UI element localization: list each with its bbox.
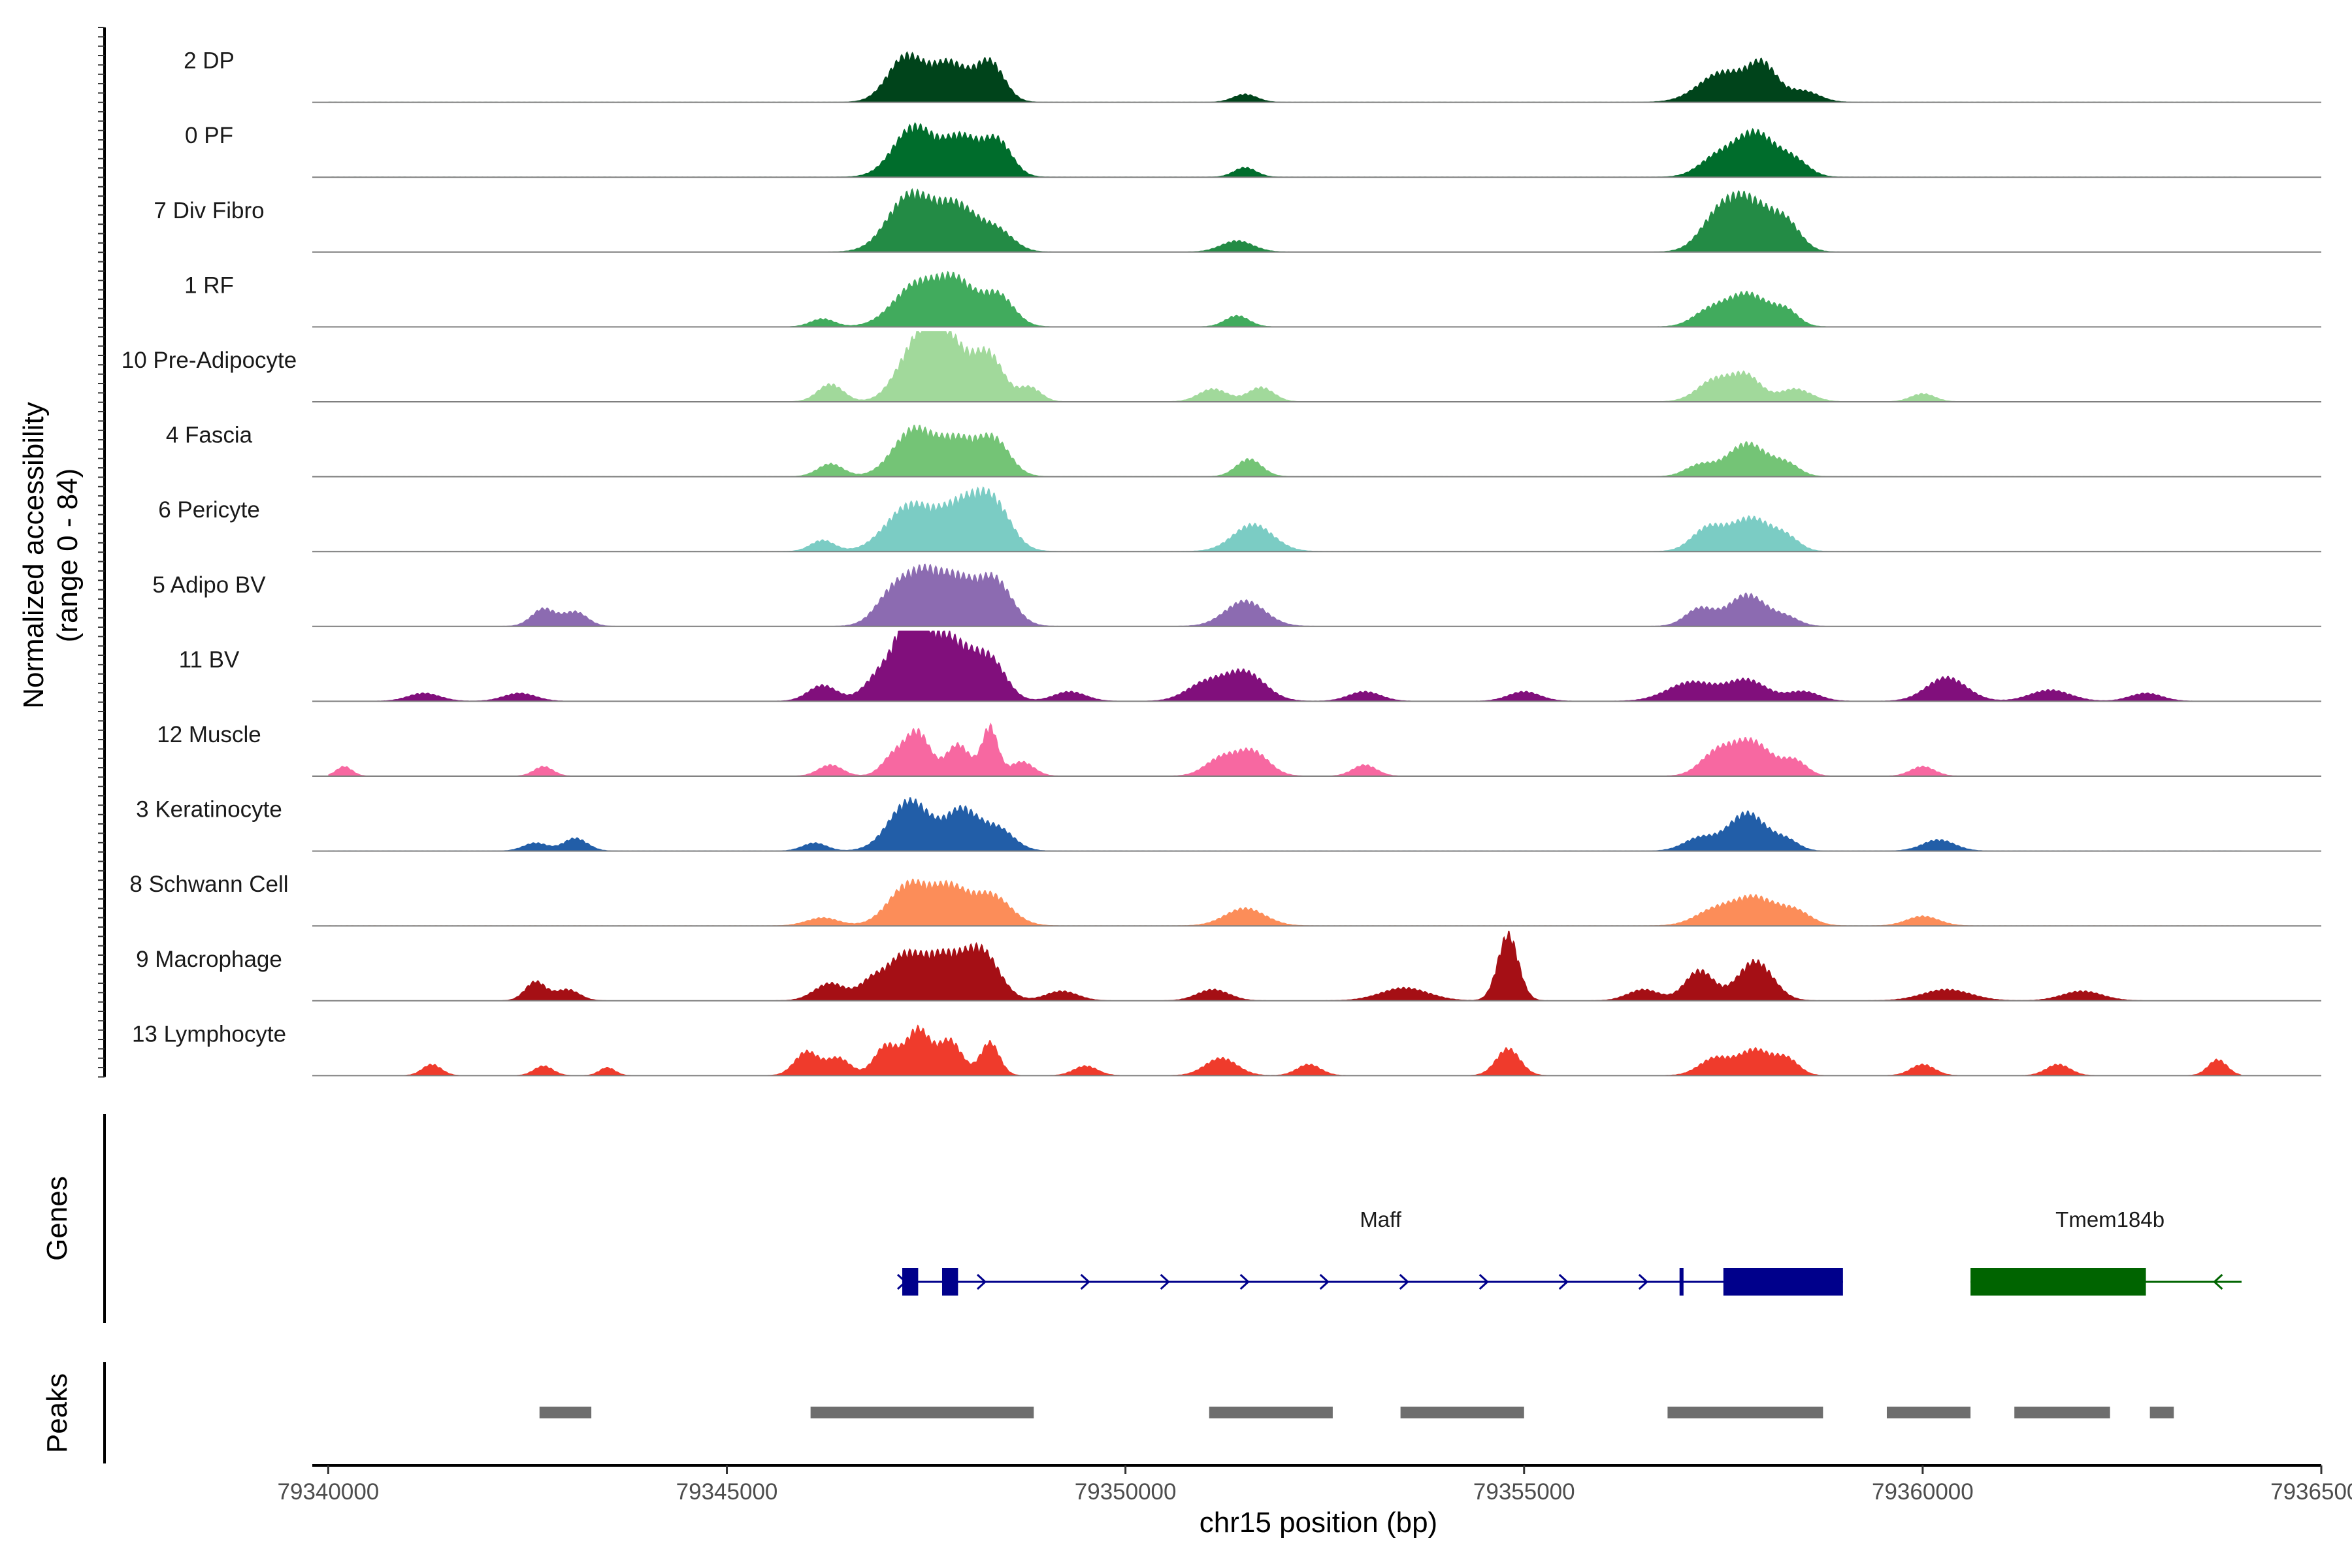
gene-maff: Maff <box>896 1207 1843 1296</box>
strand-arrow <box>1638 1273 1649 1290</box>
y-axis-title-line2: (range 0 - 84) <box>52 468 84 643</box>
track-2: 0 PF <box>185 122 2321 178</box>
coverage-area <box>328 486 2242 552</box>
track-5: 10 Pre-Adipocyte <box>122 331 2321 402</box>
coverage-area <box>328 630 2242 702</box>
track-label: 7 Div Fibro <box>154 198 264 223</box>
coverage-tracks: 2 DP 0 PF 7 Div Fibro 1 RF 10 Pre-Adipocyte 4… <box>122 48 2321 1077</box>
track-4: 1 RF <box>184 270 2321 328</box>
track-label: 8 Schwann Cell <box>129 872 288 897</box>
y-axis-ticks <box>98 27 106 1078</box>
coverage-area <box>328 563 2242 627</box>
y-axis-title-line1: Normalized accessibility <box>18 402 50 708</box>
peak-track <box>539 1407 2174 1418</box>
gene-tmem184b: Tmem184b <box>1970 1207 2242 1296</box>
track-13: 9 Macrophage <box>136 930 2321 1002</box>
x-axis-title: chr15 position (bp) <box>1200 1507 1437 1539</box>
strand-arrow <box>1080 1273 1090 1290</box>
track-3: 7 Div Fibro <box>154 188 2321 253</box>
peak-region <box>2149 1407 2174 1418</box>
track-label: 0 PF <box>185 123 233 148</box>
gene-exon <box>941 1268 958 1296</box>
coverage-area <box>328 1024 2242 1076</box>
gene-exon <box>902 1268 919 1296</box>
gene-exon <box>1723 1268 1843 1296</box>
x-tick-label: 79365000 <box>2270 1479 2352 1505</box>
track-label: 9 Macrophage <box>136 947 282 972</box>
track-label: 1 RF <box>184 272 234 298</box>
peak-region <box>539 1407 592 1418</box>
gene-exon <box>1679 1268 1684 1296</box>
gene-exon <box>1970 1268 2146 1296</box>
strand-arrow <box>1478 1273 1489 1290</box>
track-14: 13 Lymphocyte <box>132 1021 2321 1077</box>
coverage-area <box>328 331 2242 402</box>
track-11: 3 Keratinocyte <box>136 797 2321 852</box>
track-label: 4 Fascia <box>166 423 253 448</box>
coverage-area <box>328 270 2242 327</box>
peak-region <box>1400 1407 1524 1418</box>
x-tick-label: 79340000 <box>278 1479 380 1505</box>
track-label: 6 Pericyte <box>158 497 260 523</box>
track-label: 5 Adipo BV <box>152 572 266 598</box>
y-axis-title: Normalized accessibility (range 0 - 84) <box>18 402 84 708</box>
strand-arrow <box>1558 1273 1569 1290</box>
strand-arrow <box>1239 1273 1250 1290</box>
x-tick-label: 79355000 <box>1473 1479 1575 1505</box>
track-8: 5 Adipo BV <box>152 563 2321 627</box>
x-axis: 79340000 79345000 79350000 79355000 79360000… <box>278 1465 2352 1505</box>
track-9: 11 BV <box>179 630 2321 702</box>
track-12: 8 Schwann Cell <box>129 872 2321 927</box>
strand-arrow <box>1160 1273 1170 1290</box>
peak-region <box>2014 1407 2110 1418</box>
x-tick-label: 79350000 <box>1075 1479 1177 1505</box>
track-6: 4 Fascia <box>166 423 2321 478</box>
gene-track: Maff Tmem184b <box>896 1207 2242 1296</box>
track-label: 13 Lymphocyte <box>132 1021 286 1047</box>
peak-region <box>1886 1407 1971 1418</box>
strand-arrow <box>1399 1273 1409 1290</box>
genes-panel-title: Genes <box>41 1176 73 1261</box>
coverage-area <box>328 188 2242 252</box>
peak-region <box>1667 1407 1823 1418</box>
coverage-area <box>328 797 2242 851</box>
x-tick-label: 79360000 <box>1872 1479 1974 1505</box>
track-10: 12 Muscle <box>157 722 2321 777</box>
peaks-panel-title: Peaks <box>41 1373 73 1453</box>
x-tick-label: 79345000 <box>676 1479 778 1505</box>
track-7: 6 Pericyte <box>158 486 2321 553</box>
coverage-area <box>328 425 2242 477</box>
gene-label: Maff <box>1360 1207 1401 1232</box>
peak-region <box>810 1407 1034 1418</box>
track-1: 2 DP <box>184 48 2321 103</box>
coverage-area <box>328 122 2242 178</box>
coverage-area <box>328 51 2242 103</box>
track-label: 12 Muscle <box>157 722 261 747</box>
track-label: 3 Keratinocyte <box>136 797 282 823</box>
coverage-area <box>328 878 2242 926</box>
strand-arrow <box>976 1273 987 1290</box>
coverage-area <box>328 930 2242 1001</box>
strand-arrow <box>2213 1273 2223 1290</box>
peak-region <box>1209 1407 1333 1418</box>
strand-arrow <box>1319 1273 1330 1290</box>
track-label: 2 DP <box>184 48 235 74</box>
coverage-area <box>328 723 2242 776</box>
gene-label: Tmem184b <box>2055 1207 2164 1232</box>
track-label: 11 BV <box>179 647 240 672</box>
track-label: 10 Pre-Adipocyte <box>122 348 297 373</box>
